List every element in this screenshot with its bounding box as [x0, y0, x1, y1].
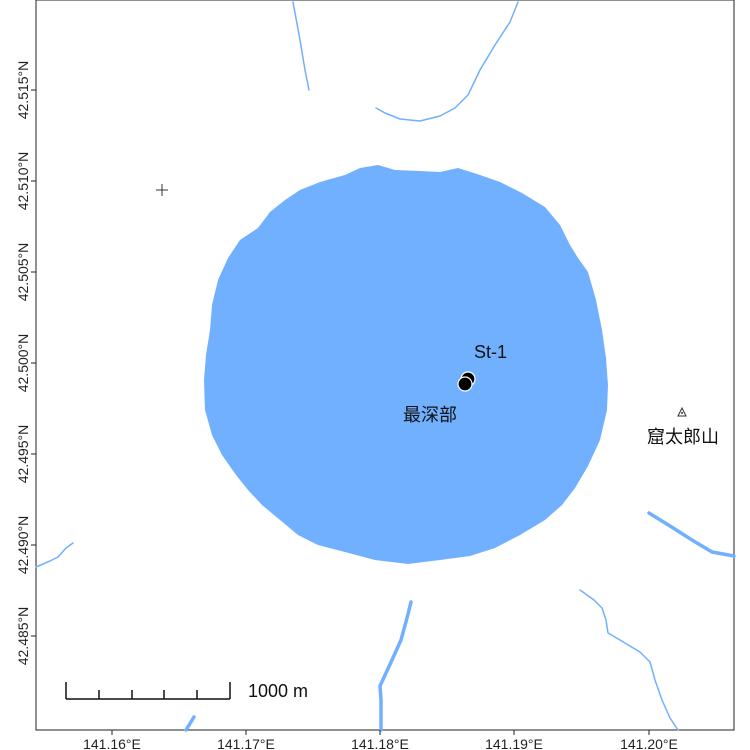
station-label: St-1 — [474, 342, 507, 362]
y-tick-label: 42.500°N — [15, 334, 31, 393]
y-tick-label: 42.490°N — [15, 516, 31, 575]
x-tick-label: 141.18°E — [351, 736, 409, 750]
stream-north-east — [375, 1, 519, 122]
scale-bar-label: 1000 m — [248, 681, 308, 701]
stream-south-west — [184, 715, 196, 732]
streams — [35, 1, 679, 731]
x-axis — [111, 730, 650, 735]
x-tick-label: 141.16°E — [83, 736, 141, 750]
y-tick-label: 42.495°N — [15, 425, 31, 484]
y-tick-label: 42.485°N — [15, 607, 31, 666]
stream-east — [647, 511, 736, 558]
stream-west — [35, 542, 74, 568]
stream-south — [378, 600, 413, 732]
x-tick-label: 141.17°E — [217, 736, 275, 750]
cross-marker-icon — [156, 184, 168, 196]
scale-bar — [65, 682, 231, 700]
y-axis — [31, 89, 36, 637]
y-tick-label: 42.510°N — [15, 152, 31, 211]
deepest-point-marker — [457, 376, 473, 392]
deepest-point-label: 最深部 — [403, 405, 457, 426]
peak-label: 窟太郎山 — [647, 427, 719, 448]
y-tick-label: 42.505°N — [15, 243, 31, 302]
stream-north-west — [292, 1, 310, 91]
y-tick-label: 42.515°N — [15, 61, 31, 120]
x-tick-label: 141.20°E — [620, 736, 678, 750]
thick-streams — [184, 511, 736, 732]
stream-south-east — [579, 589, 679, 731]
x-tick-label: 141.19°E — [485, 736, 543, 750]
crater-lake — [204, 165, 608, 564]
peak-icon — [677, 406, 687, 417]
